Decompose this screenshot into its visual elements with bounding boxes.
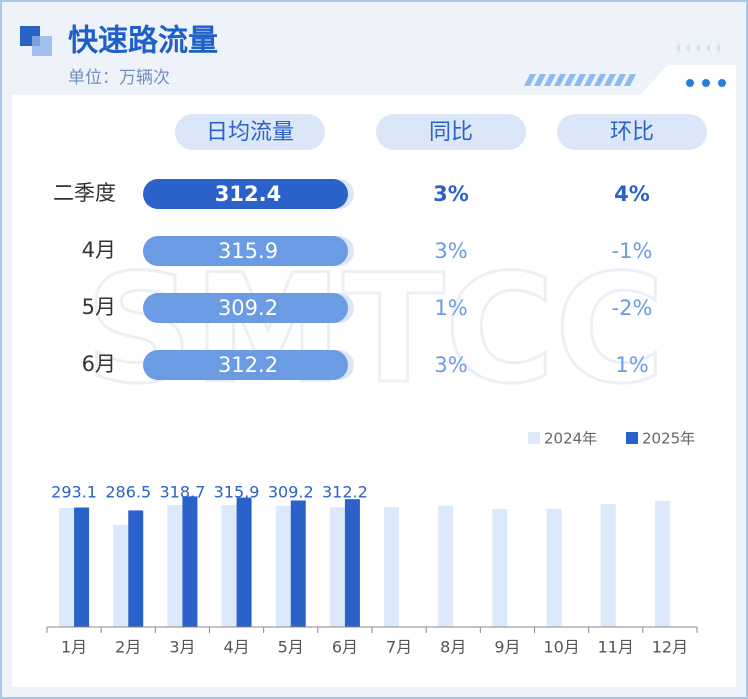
row-label: 5月 (82, 295, 116, 319)
ratio: 3% (434, 353, 467, 377)
ratio: -1% (612, 239, 653, 263)
ratio: 4% (614, 182, 650, 206)
bar (384, 507, 400, 627)
ratio: 1% (434, 296, 467, 320)
value-pill (143, 293, 348, 323)
row-label: 二季度 (53, 181, 116, 205)
x-tick-label: 9月 (494, 638, 520, 657)
value-pill (143, 236, 348, 266)
table-header: 环比 (610, 120, 654, 145)
x-tick-label: 1月 (61, 638, 87, 657)
dots (686, 79, 726, 87)
bar (221, 504, 237, 627)
table-header: 同比 (429, 120, 473, 145)
legend-swatch (528, 432, 540, 444)
legend-label: 2025年 (642, 430, 695, 448)
x-tick-label: 12月 (652, 638, 688, 657)
header-pill (557, 114, 707, 150)
header-pill (175, 114, 325, 150)
x-tick-label: 6月 (332, 638, 358, 657)
x-tick-label: 7月 (386, 638, 412, 657)
x-tick-label: 4月 (223, 638, 249, 657)
table-header: 日均流量 (206, 120, 294, 145)
daily-flow: 312.4 (215, 182, 281, 206)
bar (600, 504, 616, 627)
daily-flow: 312.2 (218, 353, 278, 377)
unit: 单位：万辆次 (68, 68, 170, 88)
icon (32, 36, 52, 56)
x-tick-label: 11月 (598, 638, 634, 657)
ratio: -2% (612, 296, 653, 320)
x-tick-label: 10月 (543, 638, 579, 657)
data-label: 318.7 (160, 483, 206, 502)
bar (438, 505, 454, 627)
ratio: 3% (434, 239, 467, 263)
bar (344, 499, 360, 627)
bar (290, 500, 306, 627)
bar (113, 525, 129, 627)
daily-flow: 309.2 (218, 296, 278, 320)
value-pill (143, 179, 348, 209)
bar (329, 507, 345, 627)
watermark: SMTCC (85, 243, 665, 417)
row-label: 4月 (82, 238, 116, 262)
data-label: 309.2 (268, 483, 314, 502)
bar (492, 508, 508, 627)
legend-swatch (626, 432, 638, 444)
title: 快速路流量 (68, 24, 218, 59)
stripes (524, 74, 636, 86)
data-label: 286.5 (105, 483, 151, 502)
x-tick-label: 2月 (115, 638, 141, 657)
data-label: 312.2 (322, 483, 368, 502)
bar (128, 510, 144, 627)
data-label: 315.9 (214, 483, 260, 502)
bar (167, 504, 183, 627)
data-label: 293.1 (51, 483, 97, 502)
x-tick-label: 8月 (440, 638, 466, 657)
bar (74, 507, 90, 627)
row-label: 6月 (82, 352, 116, 376)
bar (546, 508, 562, 627)
bar (182, 496, 198, 627)
bar (236, 497, 252, 627)
x-tick-label: 5月 (278, 638, 304, 657)
header-pill (376, 114, 526, 150)
x-tick-label: 3月 (169, 638, 195, 657)
ratio: 1% (615, 353, 648, 377)
bar (59, 508, 75, 627)
daily-flow: 315.9 (218, 239, 278, 263)
bar (275, 505, 291, 627)
ratio: 3% (433, 182, 469, 206)
legend-label: 2024年 (544, 430, 597, 448)
arrows (676, 43, 720, 53)
bar (654, 501, 670, 627)
value-pill (143, 350, 348, 380)
